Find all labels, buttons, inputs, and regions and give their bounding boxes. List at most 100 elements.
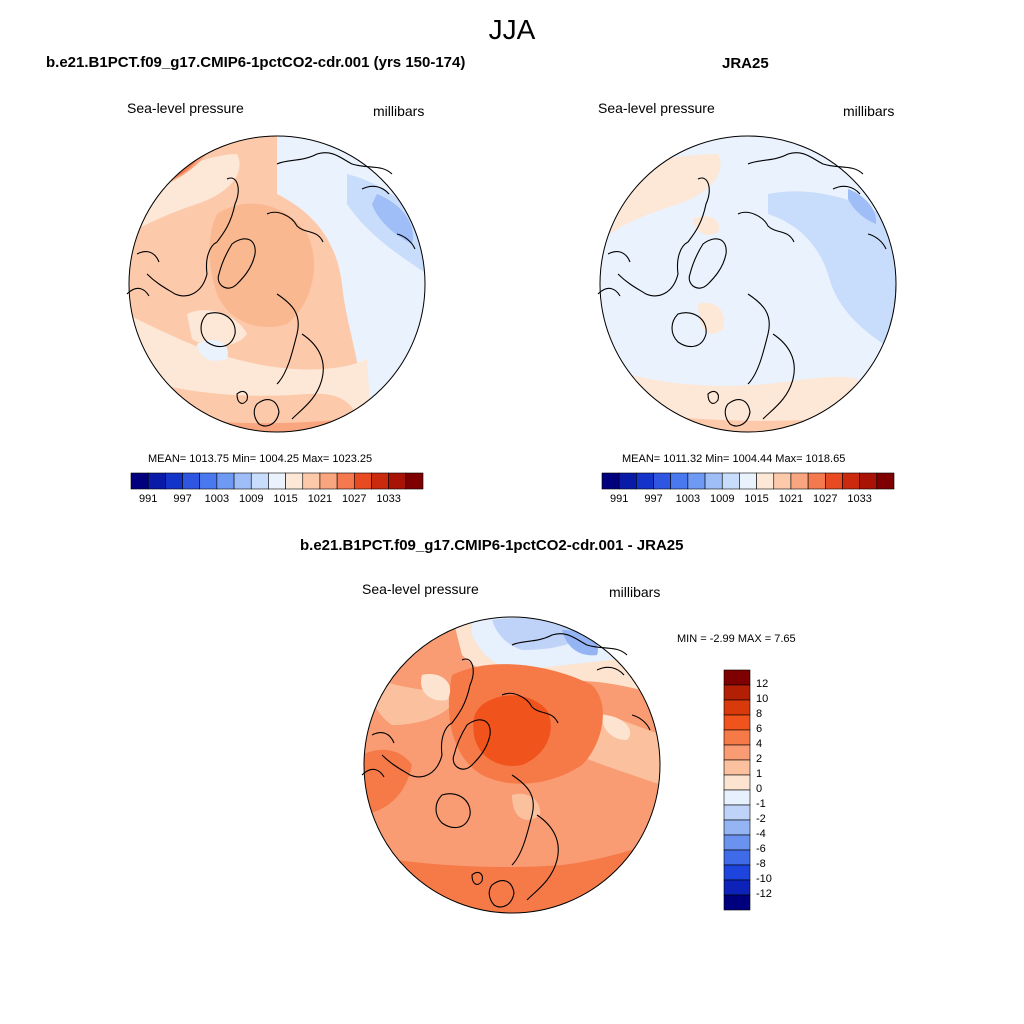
colorbar-model-tick-label: 997: [173, 493, 192, 505]
polar-map-obs: [597, 135, 897, 433]
colorbar-diff-swatch: [723, 774, 751, 791]
colorbar-obs-tick-label: 1015: [744, 493, 769, 505]
panel-left-label-model: Sea-level pressure: [127, 100, 244, 116]
colorbar-obs-swatch: [670, 472, 689, 490]
colorbar-model-tick-label: 1009: [238, 493, 264, 505]
colorbar-diff-swatch: [723, 759, 751, 776]
colorbar-obs-swatch: [773, 472, 792, 490]
colorbar-model-tick-label: 1021: [307, 493, 333, 505]
colorbar-diff-swatch: [723, 894, 751, 911]
panel-title-model: b.e21.B1PCT.f09_g17.CMIP6-1pctCO2-cdr.00…: [46, 54, 466, 71]
colorbar-diff-swatch: [723, 669, 751, 686]
colorbar-diff-swatch: [723, 849, 751, 866]
colorbar-obs-swatch: [876, 472, 895, 490]
colorbar-model-swatch: [268, 472, 286, 490]
colorbar-model-swatch: [336, 472, 355, 490]
colorbar-diff-tick-label: 1: [756, 768, 763, 780]
colorbar-obs-tick-label: 1003: [675, 493, 701, 505]
panel-left-label-diff: Sea-level pressure: [362, 581, 479, 597]
panel-units-label-obs: millibars: [843, 103, 895, 119]
colorbar-diff-swatch: [723, 744, 751, 761]
colorbar-model-swatch: [405, 472, 424, 490]
colorbar-diff-tick-label: -12: [756, 888, 772, 900]
colorbar-obs-swatch: [842, 472, 860, 490]
colorbar-obs-swatch: [721, 472, 740, 490]
colorbar-model-swatch: [216, 472, 235, 490]
colorbar-model: [130, 472, 424, 490]
colorbar-model-tick-label: 1033: [376, 493, 401, 505]
coastlines: [361, 633, 651, 908]
panel-title-obs: JRA25: [722, 55, 769, 72]
colorbar-diff-swatch: [723, 834, 751, 851]
panel-title-diff: b.e21.B1PCT.f09_g17.CMIP6-1pctCO2-cdr.00…: [300, 537, 684, 554]
colorbar-diff-tick-label: 0: [756, 783, 763, 795]
colorbar-model-tick-label: 1015: [273, 493, 298, 505]
colorbar-obs-tick-label: 1009: [709, 493, 735, 505]
colorbar-model-tick-label: 1027: [342, 493, 367, 505]
colorbar-diff-tick-label: 12: [756, 678, 769, 690]
colorbar-model-swatch: [353, 472, 372, 490]
colorbar-obs-swatch: [859, 472, 878, 490]
colorbar-model-swatch: [147, 472, 166, 490]
panel-units-label-diff: millibars: [609, 584, 661, 600]
coastlines: [597, 152, 887, 427]
colorbar-model-swatch: [199, 472, 218, 490]
colorbar-diff-tick-label: 8: [756, 708, 763, 720]
colorbar-diff-tick-label: -2: [756, 813, 766, 825]
stats-text-diff: MIN = -2.99 MAX = 7.65: [677, 633, 796, 645]
panel-units-label-model: millibars: [373, 103, 425, 119]
colorbar-model-swatch: [388, 472, 407, 490]
colorbar-obs-swatch: [790, 472, 809, 490]
colorbar-diff-tick-label: 4: [756, 738, 763, 750]
colorbar-model-swatch: [130, 472, 149, 490]
colorbar-obs-swatch: [636, 472, 654, 490]
colorbar-obs: [601, 472, 895, 490]
colorbar-diff-tick-label: -6: [756, 843, 766, 855]
map-boundary: [128, 135, 426, 433]
colorbar-model-swatch: [371, 472, 389, 490]
colorbar-diff-swatch: [723, 789, 751, 806]
stats-text-obs: MEAN= 1011.32 Min= 1004.44 Max= 1018.65: [622, 453, 846, 465]
panel-left-label-obs: Sea-level pressure: [598, 100, 715, 116]
map-boundary: [599, 135, 897, 433]
colorbar-diff-swatch: [723, 864, 751, 881]
colorbar-obs-swatch: [687, 472, 706, 490]
colorbar-diff-tick-label: -10: [756, 873, 772, 885]
colorbar-obs-swatch: [704, 472, 723, 490]
colorbar-model-swatch: [302, 472, 321, 490]
polar-map-diff: [361, 616, 661, 914]
colorbar-diff-tick-label: -8: [756, 858, 766, 870]
colorbar-model-tick-label: 991: [138, 493, 158, 505]
colorbar-diff-swatch: [723, 804, 751, 821]
colorbar-diff-tick-label: -4: [756, 828, 766, 840]
colorbar-model-swatch: [250, 472, 269, 490]
colorbar-diff-tick-label: 2: [756, 753, 763, 765]
colorbar-obs-tick-label: 1033: [847, 493, 872, 505]
high-difference-core: [473, 695, 551, 766]
coastlines: [126, 152, 416, 427]
colorbar-obs-tick-label: 991: [609, 493, 629, 505]
map-boundary: [363, 616, 661, 914]
stats-text-model: MEAN= 1013.75 Min= 1004.25 Max= 1023.25: [148, 453, 373, 465]
colorbar-diff-swatch: [723, 684, 751, 701]
colorbar-model-swatch: [285, 472, 304, 490]
colorbar-model-swatch: [165, 472, 183, 490]
polar-map-model: [126, 135, 426, 433]
colorbar-diff: [723, 669, 751, 911]
colorbar-diff-swatch: [723, 714, 751, 731]
colorbar-obs-swatch: [756, 472, 775, 490]
colorbar-obs-tick-label: 1021: [778, 493, 804, 505]
colorbar-diff-swatch: [723, 879, 751, 896]
colorbar-obs-swatch: [653, 472, 672, 490]
colorbar-obs-tick-label: 997: [644, 493, 663, 505]
colorbar-obs-swatch: [618, 472, 637, 490]
colorbar-diff-swatch: [723, 819, 751, 836]
colorbar-model-tick-label: 1003: [204, 493, 230, 505]
colorbar-obs-swatch: [807, 472, 826, 490]
colorbar-obs-swatch: [739, 472, 757, 490]
colorbar-diff-tick-label: -1: [756, 798, 766, 810]
colorbar-obs-tick-label: 1027: [813, 493, 838, 505]
colorbar-diff-tick-label: 6: [756, 723, 763, 735]
colorbar-diff-swatch: [723, 699, 751, 716]
colorbar-obs-swatch: [824, 472, 843, 490]
